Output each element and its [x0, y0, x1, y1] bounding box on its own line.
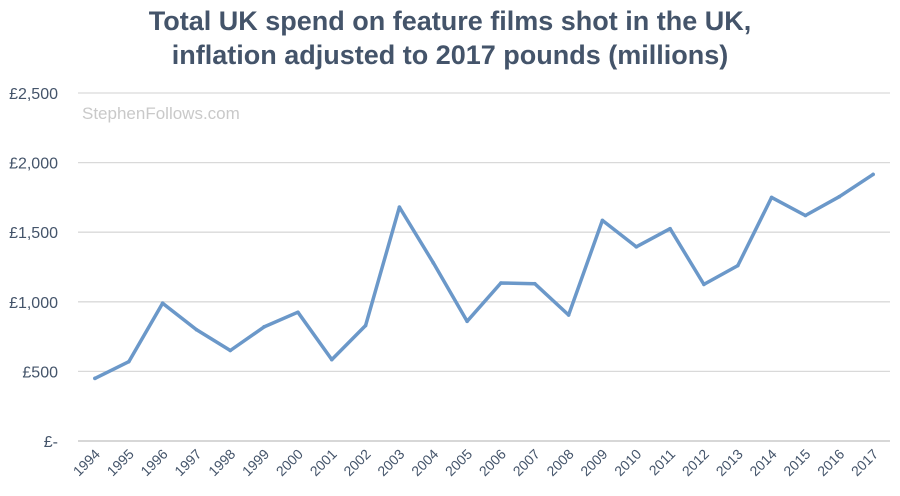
y-axis-tick-labels: £- £500 £1,000 £1,500 £2,000 £2,500 — [9, 86, 58, 451]
x-tick-label: 2008 — [543, 446, 576, 479]
data-point — [160, 301, 165, 305]
x-tick-label: 2012 — [679, 446, 712, 479]
x-tick-label: 2016 — [814, 446, 847, 479]
x-tick-label: 2015 — [780, 446, 813, 479]
data-point — [837, 194, 842, 199]
x-tick-label: 2003 — [374, 446, 407, 479]
x-tick-label: 1995 — [104, 446, 137, 479]
data-point — [668, 226, 672, 231]
x-tick-label: 2013 — [713, 446, 746, 479]
x-tick-label: 1996 — [137, 446, 170, 479]
x-axis-tick-labels: 1994 1995 1996 1997 1998 1999 2000 2001 2002 2003… — [70, 446, 882, 479]
data-point — [262, 325, 266, 329]
series-line — [93, 172, 875, 381]
y-tick-label: £2,500 — [9, 86, 58, 103]
gridlines — [78, 92, 890, 442]
y-tick-label: £500 — [22, 364, 58, 381]
data-point — [803, 213, 808, 218]
data-point — [431, 261, 436, 265]
x-tick-label: 1994 — [70, 446, 103, 479]
x-tick-label: 2011 — [646, 446, 679, 479]
data-point — [93, 376, 97, 381]
chart-title-line-1: Total UK spend on feature films shot in … — [148, 6, 752, 36]
data-point — [532, 281, 537, 286]
data-point — [397, 205, 402, 209]
data-point — [228, 348, 233, 353]
data-point — [735, 263, 740, 268]
x-tick-label: 2005 — [442, 446, 475, 479]
y-tick-label: £2,000 — [9, 156, 58, 173]
x-tick-label: 1997 — [171, 446, 204, 479]
series-layer — [93, 172, 875, 381]
y-tick-label: £- — [44, 434, 58, 451]
data-point — [702, 282, 706, 287]
data-point — [126, 359, 131, 364]
x-tick-label: 2006 — [476, 446, 509, 479]
x-tick-label: 2002 — [340, 446, 373, 479]
data-point — [499, 281, 503, 285]
data-point — [296, 310, 300, 315]
data-point — [465, 319, 469, 324]
x-tick-label: 2010 — [611, 446, 644, 479]
data-point — [363, 323, 368, 328]
x-tick-label: 2001 — [307, 446, 340, 479]
y-tick-label: £1,500 — [9, 225, 58, 242]
y-tick-label: £1,000 — [9, 295, 58, 312]
x-tick-label: 1999 — [239, 446, 272, 479]
data-point — [600, 218, 605, 223]
x-tick-label: 2014 — [746, 446, 779, 479]
x-tick-label: 2004 — [408, 446, 441, 479]
x-tick-label: 2009 — [577, 446, 610, 479]
watermark: StephenFollows.com — [82, 104, 240, 123]
data-point — [769, 195, 774, 200]
chart-title-line-2: inflation adjusted to 2017 pounds (milli… — [171, 40, 729, 70]
x-tick-label: 2000 — [273, 446, 306, 479]
x-tick-label: 2007 — [510, 446, 543, 479]
x-tick-label: 1998 — [205, 446, 238, 479]
data-point — [871, 172, 875, 177]
data-point — [329, 357, 334, 362]
data-point — [634, 245, 639, 249]
x-tick-label: 2017 — [848, 446, 881, 479]
data-point — [566, 313, 571, 317]
chart-title: Total UK spend on feature films shot in … — [0, 4, 900, 72]
data-point — [194, 327, 199, 332]
